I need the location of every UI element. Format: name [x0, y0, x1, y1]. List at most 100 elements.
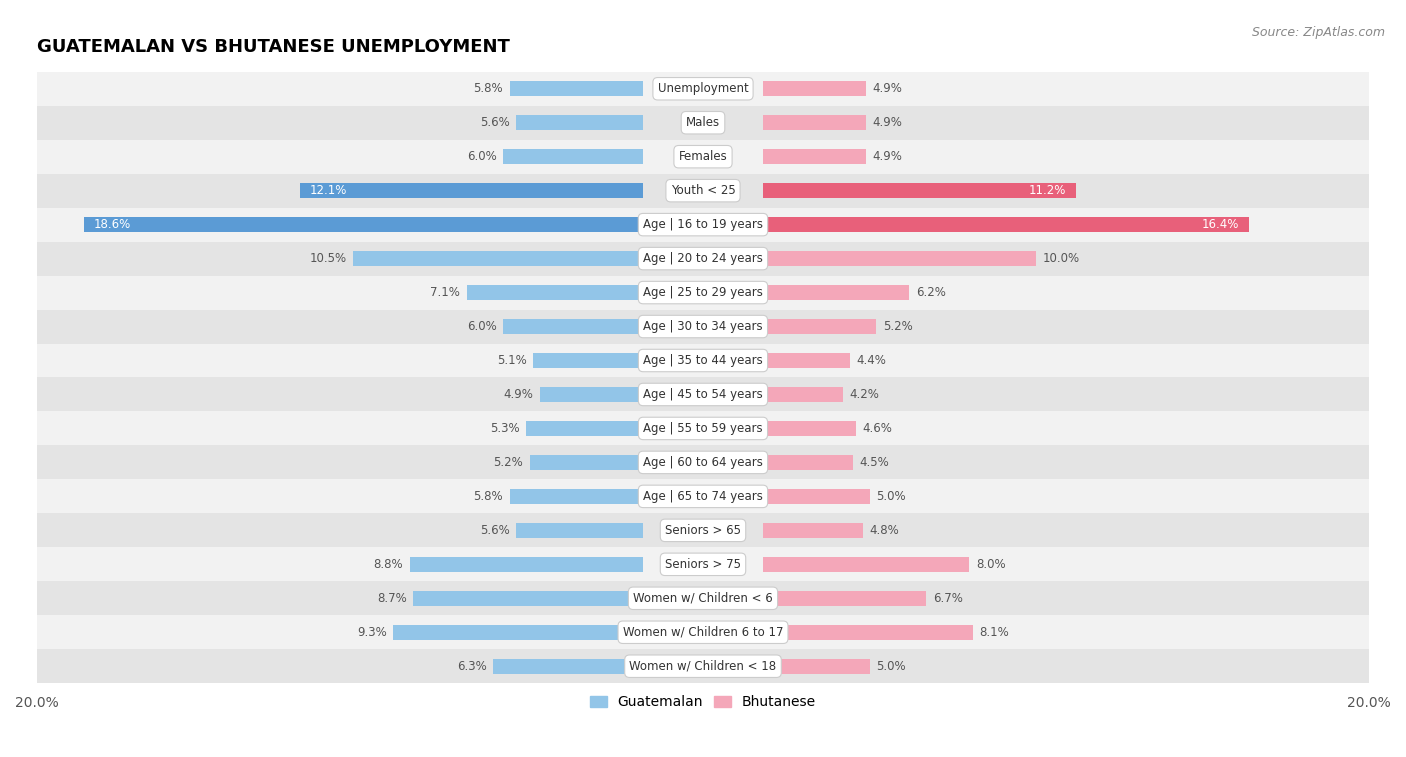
Bar — [763, 421, 856, 436]
Text: 18.6%: 18.6% — [93, 218, 131, 231]
Bar — [37, 276, 1369, 310]
Bar — [353, 251, 643, 266]
Text: 10.5%: 10.5% — [309, 252, 347, 265]
Text: 5.2%: 5.2% — [883, 320, 912, 333]
Text: Age | 55 to 59 years: Age | 55 to 59 years — [643, 422, 763, 435]
Text: Women w/ Children < 18: Women w/ Children < 18 — [630, 659, 776, 673]
Bar — [37, 106, 1369, 140]
Bar — [763, 489, 869, 504]
Text: 4.6%: 4.6% — [863, 422, 893, 435]
Text: 6.3%: 6.3% — [457, 659, 486, 673]
Text: 10.0%: 10.0% — [1043, 252, 1080, 265]
Text: Age | 20 to 24 years: Age | 20 to 24 years — [643, 252, 763, 265]
Text: 11.2%: 11.2% — [1029, 184, 1066, 197]
Text: 4.2%: 4.2% — [849, 388, 879, 401]
Text: 5.6%: 5.6% — [479, 524, 510, 537]
Bar — [394, 625, 643, 640]
Bar — [37, 513, 1369, 547]
Text: 5.8%: 5.8% — [474, 490, 503, 503]
Text: 6.2%: 6.2% — [917, 286, 946, 299]
Bar — [37, 241, 1369, 276]
Bar — [510, 489, 643, 504]
Bar — [763, 556, 970, 572]
Text: GUATEMALAN VS BHUTANESE UNEMPLOYMENT: GUATEMALAN VS BHUTANESE UNEMPLOYMENT — [37, 38, 510, 56]
Text: 4.8%: 4.8% — [869, 524, 900, 537]
Bar — [37, 479, 1369, 513]
Bar — [37, 207, 1369, 241]
Legend: Guatemalan, Bhutanese: Guatemalan, Bhutanese — [586, 691, 820, 714]
Bar — [467, 285, 643, 301]
Text: 4.9%: 4.9% — [873, 83, 903, 95]
Bar — [503, 319, 643, 334]
Text: 8.0%: 8.0% — [976, 558, 1005, 571]
Text: Youth < 25: Youth < 25 — [671, 184, 735, 197]
Bar — [530, 455, 643, 470]
Bar — [37, 173, 1369, 207]
Text: Females: Females — [679, 150, 727, 164]
Bar — [494, 659, 643, 674]
Bar — [763, 251, 1036, 266]
Text: Unemployment: Unemployment — [658, 83, 748, 95]
Text: 8.8%: 8.8% — [374, 558, 404, 571]
Bar — [763, 285, 910, 301]
Text: 5.1%: 5.1% — [496, 354, 526, 367]
Text: 8.7%: 8.7% — [377, 592, 406, 605]
Text: 5.0%: 5.0% — [876, 659, 905, 673]
Bar — [763, 319, 876, 334]
Bar — [763, 149, 866, 164]
Bar — [37, 581, 1369, 615]
Bar — [516, 522, 643, 538]
Bar — [763, 217, 1249, 232]
Text: Women w/ Children 6 to 17: Women w/ Children 6 to 17 — [623, 626, 783, 639]
Text: 5.3%: 5.3% — [491, 422, 520, 435]
Text: Age | 60 to 64 years: Age | 60 to 64 years — [643, 456, 763, 469]
Text: Age | 25 to 29 years: Age | 25 to 29 years — [643, 286, 763, 299]
Bar — [37, 547, 1369, 581]
Bar — [763, 353, 849, 368]
Bar — [763, 81, 866, 96]
Text: 4.4%: 4.4% — [856, 354, 886, 367]
Bar — [37, 615, 1369, 650]
Bar — [763, 625, 973, 640]
Bar — [299, 183, 643, 198]
Text: 4.9%: 4.9% — [503, 388, 533, 401]
Bar — [526, 421, 643, 436]
Text: 7.1%: 7.1% — [430, 286, 460, 299]
Bar — [37, 412, 1369, 445]
Text: Age | 45 to 54 years: Age | 45 to 54 years — [643, 388, 763, 401]
Bar — [37, 344, 1369, 378]
Text: Women w/ Children < 6: Women w/ Children < 6 — [633, 592, 773, 605]
Text: Age | 35 to 44 years: Age | 35 to 44 years — [643, 354, 763, 367]
Bar — [763, 455, 853, 470]
Bar — [503, 149, 643, 164]
Bar — [763, 115, 866, 130]
Text: 4.9%: 4.9% — [873, 150, 903, 164]
Bar — [510, 81, 643, 96]
Text: 5.8%: 5.8% — [474, 83, 503, 95]
Bar — [413, 590, 643, 606]
Bar — [37, 140, 1369, 173]
Bar — [83, 217, 643, 232]
Bar — [763, 522, 863, 538]
Text: 6.0%: 6.0% — [467, 320, 496, 333]
Text: 5.6%: 5.6% — [479, 117, 510, 129]
Text: Seniors > 75: Seniors > 75 — [665, 558, 741, 571]
Bar — [533, 353, 643, 368]
Bar — [763, 387, 842, 402]
Bar — [37, 445, 1369, 479]
Text: 8.1%: 8.1% — [980, 626, 1010, 639]
Bar — [37, 650, 1369, 684]
Text: Seniors > 65: Seniors > 65 — [665, 524, 741, 537]
Text: 9.3%: 9.3% — [357, 626, 387, 639]
Text: Age | 30 to 34 years: Age | 30 to 34 years — [643, 320, 763, 333]
Text: 4.9%: 4.9% — [873, 117, 903, 129]
Text: 6.7%: 6.7% — [932, 592, 963, 605]
Bar — [763, 183, 1076, 198]
Bar — [411, 556, 643, 572]
Bar — [763, 590, 927, 606]
Bar — [540, 387, 643, 402]
Bar — [516, 115, 643, 130]
Bar — [763, 659, 869, 674]
Text: Males: Males — [686, 117, 720, 129]
Text: Source: ZipAtlas.com: Source: ZipAtlas.com — [1251, 26, 1385, 39]
